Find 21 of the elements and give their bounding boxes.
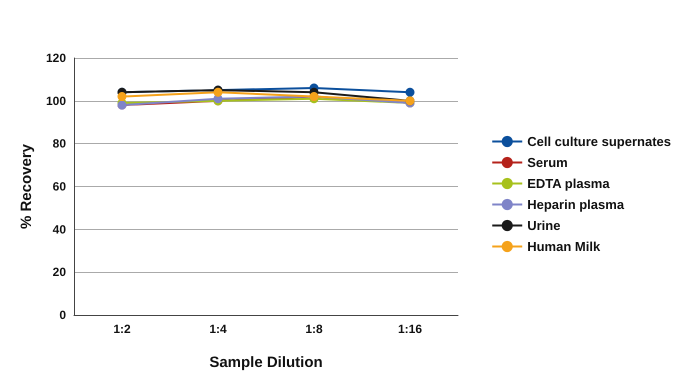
x-tick-label: 1:8 (305, 322, 323, 336)
y-axis-title: % Recovery (18, 143, 35, 230)
legend-label: Cell culture supernates (527, 134, 672, 149)
x-tick-label: 1:16 (398, 322, 422, 336)
x-tick-label: 1:4 (209, 322, 227, 336)
legend-label: Human Milk (527, 239, 601, 254)
y-tick-label: 40 (52, 222, 66, 236)
legend-label: EDTA plasma (527, 176, 610, 191)
legend-label: Serum (527, 155, 568, 170)
legend-label: Urine (527, 218, 560, 233)
legend-label: Heparin plasma (527, 197, 625, 212)
y-tick-label: 100 (46, 94, 66, 108)
point (406, 88, 414, 97)
y-tick-label: 0 (59, 308, 66, 322)
y-tick-label: 60 (52, 180, 66, 194)
x-tick-label: 1:2 (113, 322, 131, 336)
y-tick-label: 80 (52, 136, 66, 151)
point (118, 92, 126, 102)
y-tick-label: 120 (46, 51, 66, 65)
x-axis-title: Sample Dilution (209, 354, 323, 371)
y-tick-label: 20 (52, 265, 66, 280)
